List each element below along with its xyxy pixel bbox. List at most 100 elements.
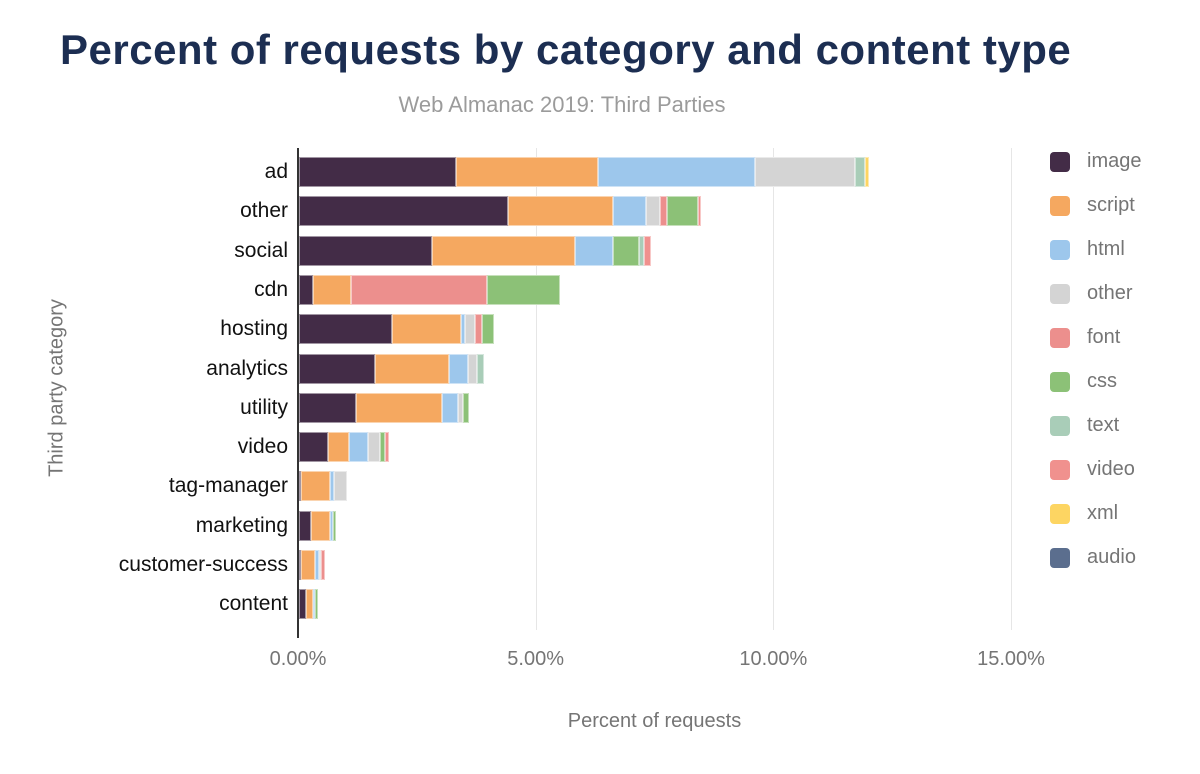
legend-swatch-audio [1050, 547, 1070, 568]
bar-segment-social-html[interactable] [574, 235, 613, 266]
bar-row-video [299, 432, 390, 463]
bar-segment-tag-manager-image[interactable] [299, 471, 302, 502]
bar-segment-content-script[interactable] [306, 589, 314, 620]
legend-label-font: font [1087, 326, 1121, 348]
bar-segment-tag-manager-other[interactable] [333, 471, 347, 502]
bar-segment-marketing-image[interactable] [299, 510, 311, 541]
legend-swatch-font [1050, 327, 1070, 348]
legend-swatch-other [1050, 283, 1070, 304]
bar-segment-social-text[interactable] [638, 235, 644, 266]
bar-segment-hosting-css[interactable] [481, 314, 494, 345]
bar-segment-hosting-other[interactable] [465, 314, 475, 345]
bar-segment-utility-script[interactable] [356, 392, 442, 423]
bar-segment-utility-other[interactable] [458, 392, 463, 423]
x-tick-label-3: 15.00% [977, 648, 1045, 670]
bar-segment-other-font[interactable] [660, 196, 668, 227]
legend-swatch-image [1050, 151, 1070, 172]
bar-segment-customer-success-script[interactable] [301, 550, 316, 580]
bar-segment-ad-xml[interactable] [864, 157, 870, 187]
bar-segment-utility-image[interactable] [299, 392, 357, 423]
bar-segment-social-image[interactable] [299, 235, 433, 266]
bar-segment-hosting-script[interactable] [391, 314, 461, 345]
bar-segment-video-image[interactable] [299, 432, 328, 463]
bar-segment-other-other[interactable] [645, 196, 661, 227]
bar-segment-social-css[interactable] [612, 235, 639, 266]
bar-segment-video-script[interactable] [327, 432, 349, 463]
bar-segment-content-css[interactable] [315, 589, 318, 620]
category-label-utility: utility [240, 395, 288, 419]
bar-segment-customer-success-image[interactable] [299, 550, 301, 580]
bar-segment-utility-css[interactable] [462, 392, 469, 423]
bar-segment-analytics-html[interactable] [448, 353, 468, 384]
legend-item-audio[interactable]: audio [1050, 546, 1136, 569]
bar-segment-analytics-other[interactable] [467, 353, 478, 384]
bar-segment-analytics-image[interactable] [299, 353, 376, 384]
bar-segment-cdn-css[interactable] [486, 274, 561, 305]
bar-row-content [299, 589, 318, 620]
legend-item-css[interactable]: css [1050, 370, 1117, 393]
bar-segment-social-script[interactable] [432, 235, 575, 266]
bar-segment-tag-manager-script[interactable] [301, 471, 330, 502]
category-label-social: social [234, 238, 288, 262]
bar-segment-content-image[interactable] [299, 589, 307, 620]
category-label-customer-success: customer-success [118, 553, 288, 576]
bar-segment-social-video[interactable] [643, 235, 651, 266]
bar-segment-analytics-script[interactable] [375, 353, 449, 384]
gridline-5 [535, 148, 537, 630]
legend-item-xml[interactable]: xml [1050, 502, 1118, 525]
bar-segment-video-css[interactable] [379, 432, 385, 463]
bar-segment-cdn-image[interactable] [299, 274, 314, 305]
bar-segment-video-html[interactable] [348, 432, 368, 463]
chart-title: Percent of requests by category and cont… [60, 26, 1072, 73]
bar-segment-other-video[interactable] [698, 196, 701, 227]
bar-segment-customer-success-html[interactable] [315, 550, 319, 580]
y-axis-line [297, 148, 299, 638]
bar-segment-ad-image[interactable] [299, 157, 456, 187]
bar-segment-marketing-css[interactable] [333, 510, 337, 541]
legend-item-font[interactable]: font [1050, 326, 1120, 349]
legend-item-html[interactable]: html [1050, 238, 1125, 261]
bar-segment-cdn-font[interactable] [351, 274, 487, 305]
legend-swatch-video [1050, 459, 1070, 480]
bar-segment-video-other[interactable] [367, 432, 380, 463]
legend-item-script[interactable]: script [1050, 194, 1135, 217]
bar-segment-other-script[interactable] [508, 196, 613, 227]
bar-segment-content-html[interactable] [313, 589, 316, 620]
bar-segment-ad-script[interactable] [455, 157, 599, 187]
bar-segment-ad-html[interactable] [598, 157, 756, 187]
category-label-video: video [237, 435, 288, 459]
bar-segment-utility-html[interactable] [441, 392, 459, 423]
x-tick-label-2: 10.00% [739, 648, 808, 670]
legend-item-other[interactable]: other [1050, 282, 1133, 305]
legend-item-text[interactable]: text [1050, 414, 1119, 437]
bar-segment-video-video[interactable] [384, 432, 390, 463]
bar-segment-other-css[interactable] [667, 196, 699, 227]
bar-segment-cdn-script[interactable] [313, 274, 352, 305]
x-tick-label-1: 5.00% [507, 648, 565, 670]
legend-label-text: text [1087, 414, 1120, 436]
bar-segment-marketing-html[interactable] [329, 510, 334, 541]
plot-area [297, 148, 1014, 638]
bar-segment-marketing-script[interactable] [310, 510, 330, 541]
bar-segment-hosting-html[interactable] [460, 314, 466, 345]
bar-segment-hosting-image[interactable] [299, 314, 392, 345]
bar-segment-customer-success-font[interactable] [321, 550, 326, 580]
legend-item-video[interactable]: video [1050, 458, 1135, 481]
bar-segment-customer-success-other[interactable] [318, 550, 322, 580]
bar-segment-tag-manager-html[interactable] [329, 471, 334, 502]
gridline-15 [1011, 148, 1012, 630]
legend-swatch-html [1050, 239, 1070, 260]
bar-segment-other-html[interactable] [612, 196, 646, 227]
bar-segment-other-image[interactable] [299, 196, 509, 227]
bar-segment-ad-text[interactable] [855, 157, 865, 187]
bar-segment-ad-other[interactable] [755, 157, 856, 187]
bar-row-other [299, 196, 701, 227]
bar-segment-hosting-font[interactable] [474, 314, 482, 345]
bar-segment-analytics-text[interactable] [477, 353, 485, 384]
legend-item-image[interactable]: image [1050, 150, 1141, 173]
legend-swatch-text [1050, 415, 1070, 436]
legend-label-image: image [1087, 150, 1142, 172]
bar-row-ad [299, 157, 870, 187]
gridline-10 [773, 148, 775, 630]
